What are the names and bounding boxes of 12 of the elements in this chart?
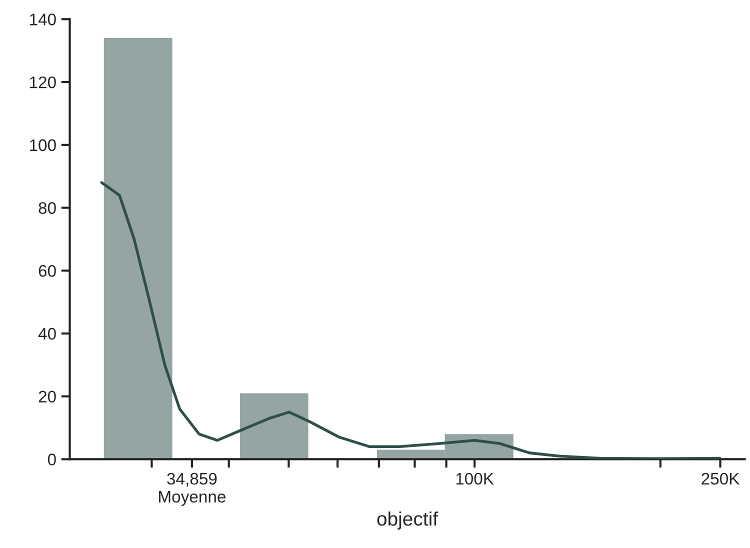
x-tick-label: 100K	[456, 472, 494, 485]
x-tick-label: 34,859 Moyenne	[159, 472, 226, 506]
y-tick-label: 60	[38, 265, 56, 277]
y-tick-label: 40	[38, 328, 56, 340]
y-tick-label: 80	[38, 202, 56, 214]
x-tick-label: 250K	[702, 472, 740, 485]
y-tick-label: 0	[48, 454, 56, 466]
y-tick-label: 100	[30, 139, 56, 152]
x-axis-title: objectif	[377, 511, 438, 530]
y-tick-label: 120	[30, 76, 56, 88]
y-tick-label: 140	[30, 14, 56, 26]
y-tick-label: 20	[38, 390, 56, 403]
